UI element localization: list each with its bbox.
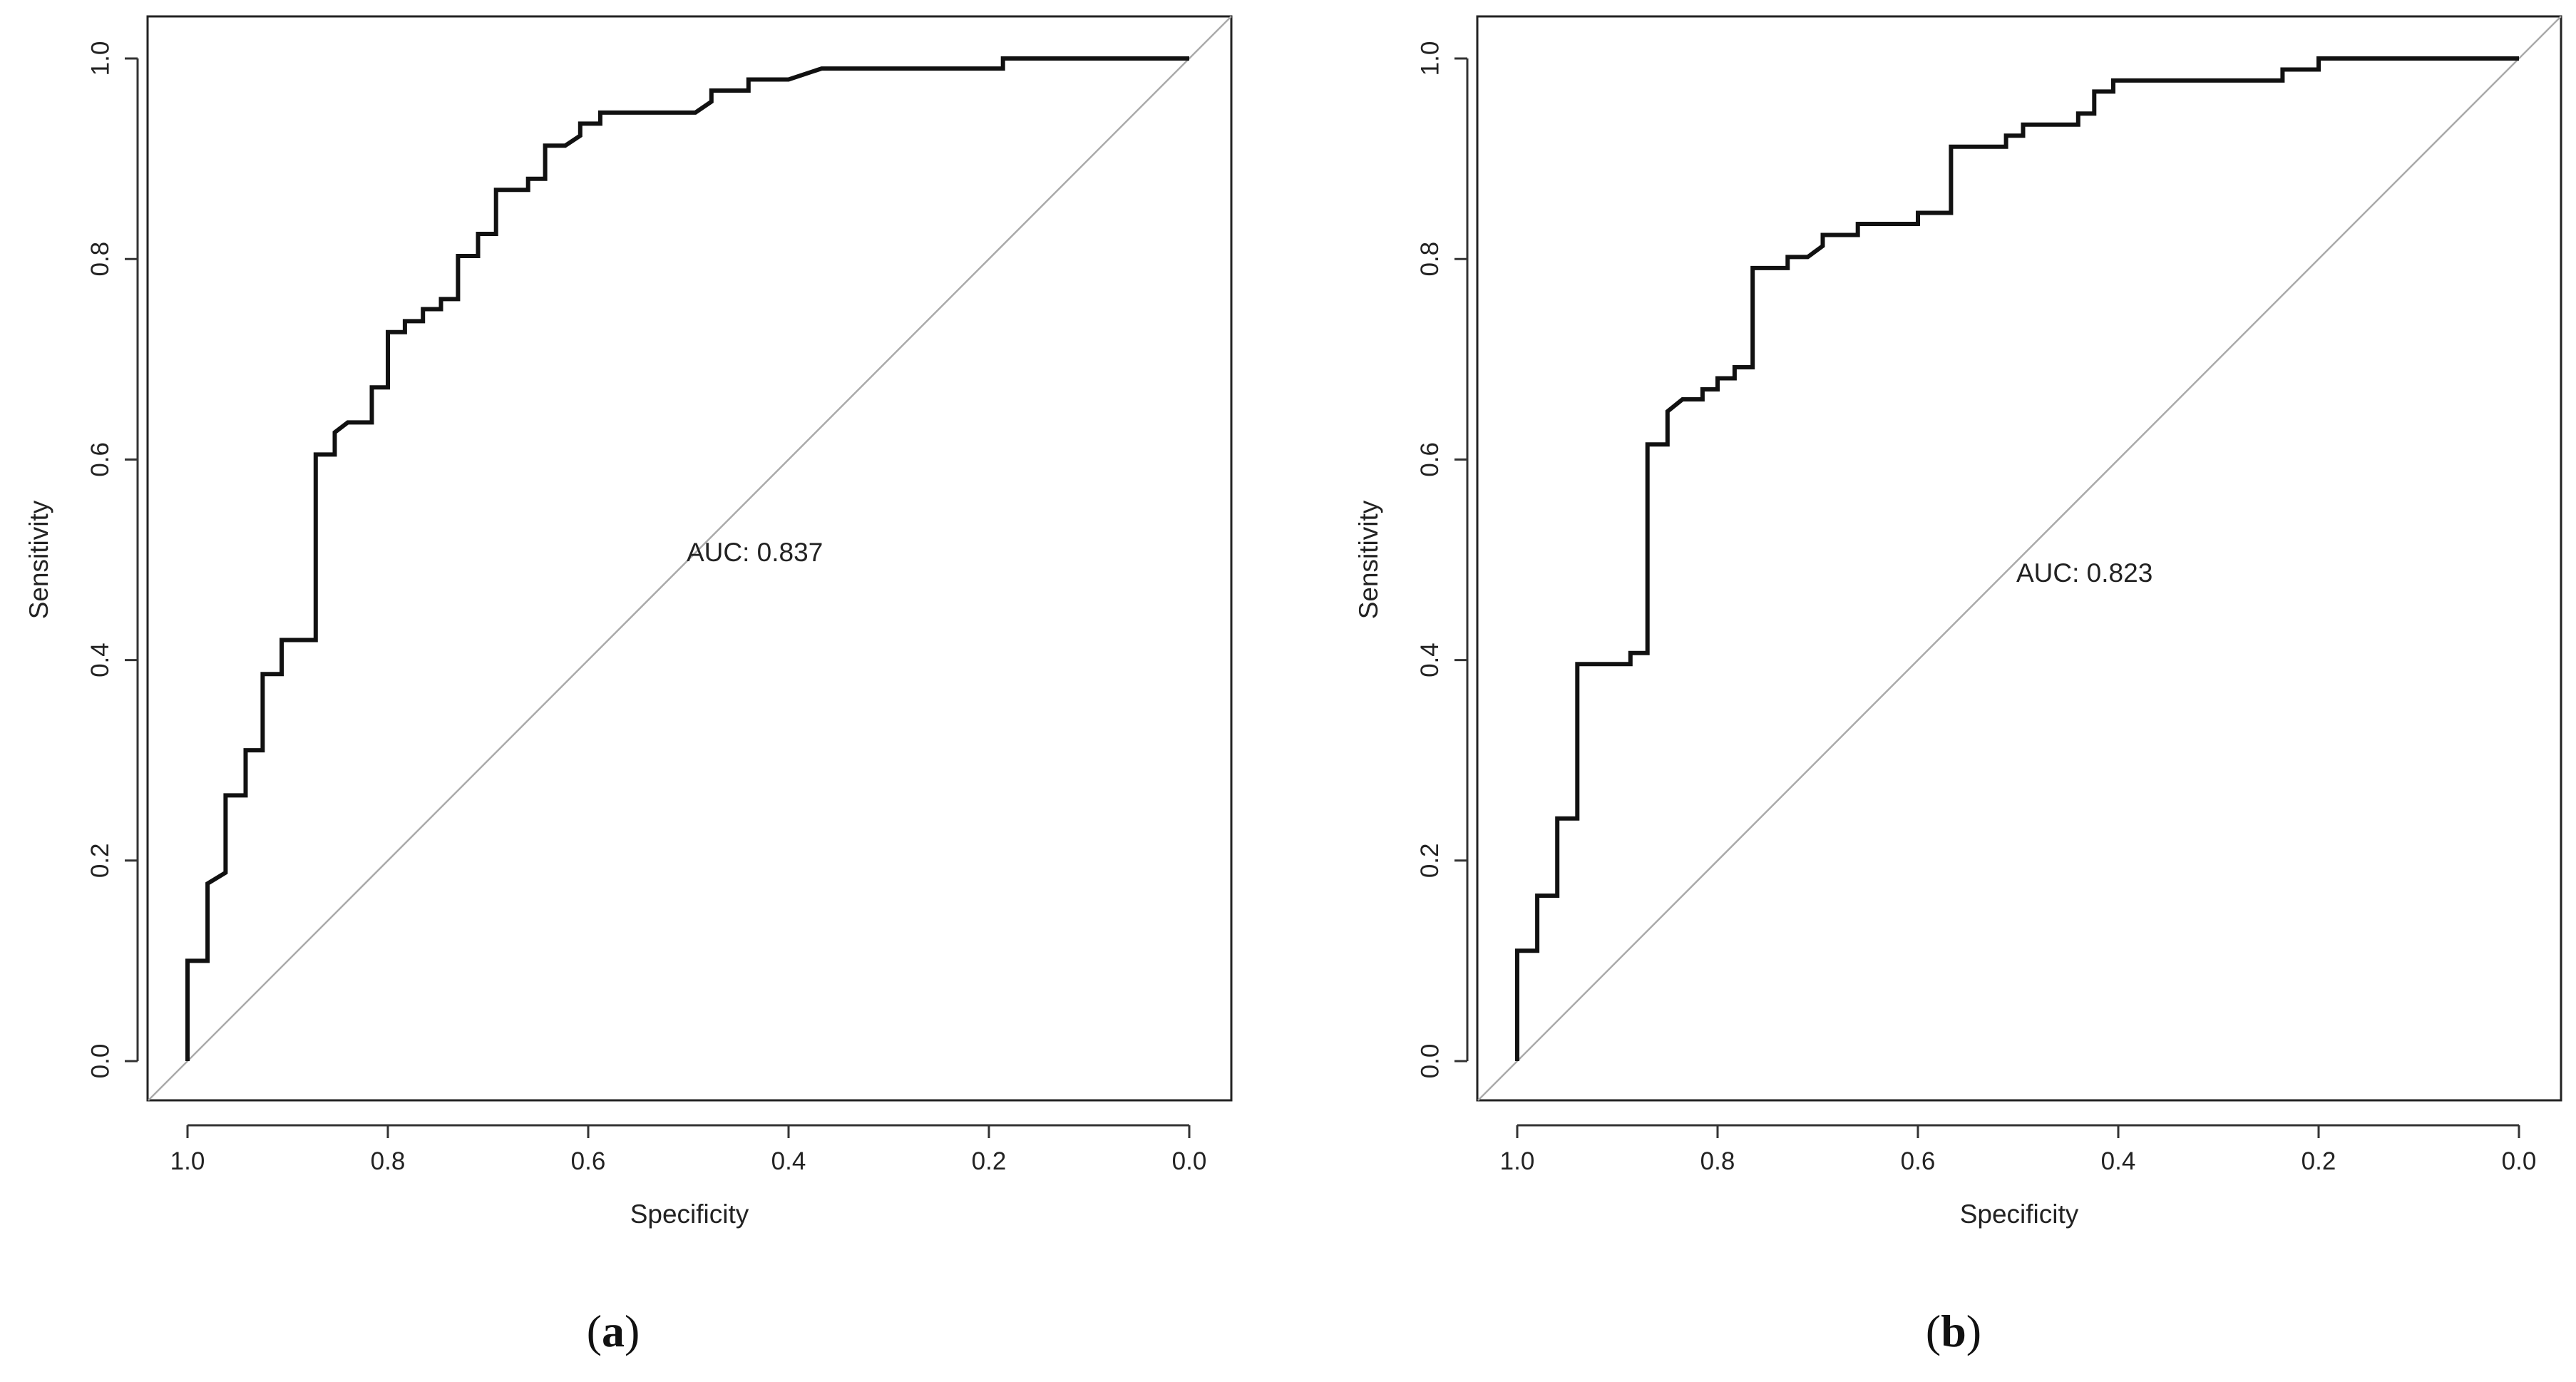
x-tick-label: 0.4 <box>2101 1147 2136 1175</box>
y-tick-label: 0.8 <box>1416 242 1444 277</box>
y-tick-label: 0.0 <box>1416 1044 1444 1079</box>
x-tick-label: 0.0 <box>1172 1147 1207 1175</box>
y-tick-label: 0.0 <box>86 1044 114 1079</box>
panel-label-open-paren: ( <box>587 1306 602 1356</box>
reference-diagonal <box>148 16 1232 1101</box>
x-tick-label: 0.2 <box>2302 1147 2336 1175</box>
panel-label-open-paren: ( <box>1926 1306 1941 1356</box>
y-axis-label: Sensitivity <box>24 500 53 619</box>
panel-label: (b) <box>1926 1306 1981 1356</box>
x-tick-label: 0.8 <box>1700 1147 1735 1175</box>
roc-panel-b: 1.0 0.8 0.6 0.4 0.2 0.0 0.0 0.2 0.4 0.6 0.8 1.0 Sp… <box>1354 15 2562 1356</box>
y-tick-label: 0.4 <box>86 643 114 677</box>
y-tick-label: 0.4 <box>1416 643 1444 677</box>
reference-diagonal <box>1477 16 2562 1101</box>
y-tick-label: 1.0 <box>86 41 114 76</box>
y-tick-label: 0.8 <box>86 242 114 277</box>
x-axis: 1.0 0.8 0.6 0.4 0.2 0.0 <box>170 1124 1207 1175</box>
panel-label-close-paren: ) <box>1966 1306 1981 1356</box>
x-tick-label: 0.0 <box>2502 1147 2537 1175</box>
x-tick-label: 0.4 <box>771 1147 806 1175</box>
auc-label: AUC: 0.823 <box>2016 558 2152 588</box>
panel-label-letter: a <box>602 1306 625 1356</box>
x-tick-label: 1.0 <box>170 1147 205 1175</box>
panel-label: (a) <box>587 1306 640 1356</box>
y-tick-label: 0.6 <box>86 442 114 477</box>
roc-panel-a: 1.0 0.8 0.6 0.4 0.2 0.0 0.0 0.2 0.4 0.6 0.8 1.0 Sp… <box>24 15 1233 1356</box>
plot-frame <box>146 15 1233 1102</box>
plot-frame <box>1476 15 2562 1102</box>
x-tick-label: 0.8 <box>371 1147 406 1175</box>
y-tick-label: 1.0 <box>1416 41 1444 76</box>
y-axis-label: Sensitivity <box>1354 500 1383 619</box>
roc-curve <box>1515 56 2519 1061</box>
panel-label-letter: b <box>1941 1306 1966 1356</box>
y-tick-label: 0.6 <box>1416 442 1444 477</box>
y-axis: 0.0 0.2 0.4 0.6 0.8 1.0 <box>86 41 139 1079</box>
x-tick-label: 1.0 <box>1500 1147 1535 1175</box>
x-axis-label: Specificity <box>1960 1199 2079 1229</box>
y-axis: 0.0 0.2 0.4 0.6 0.8 1.0 <box>1416 41 1469 1079</box>
x-tick-label: 0.6 <box>571 1147 606 1175</box>
panel-label-close-paren: ) <box>625 1306 640 1356</box>
x-tick-label: 0.2 <box>972 1147 1007 1175</box>
x-axis: 1.0 0.8 0.6 0.4 0.2 0.0 <box>1500 1124 2537 1175</box>
x-axis-label: Specificity <box>630 1199 749 1229</box>
y-tick-label: 0.2 <box>86 843 114 878</box>
roc-curve <box>185 56 1189 1061</box>
x-tick-label: 0.6 <box>1901 1147 1936 1175</box>
auc-label: AUC: 0.837 <box>687 538 823 567</box>
y-tick-label: 0.2 <box>1416 843 1444 878</box>
